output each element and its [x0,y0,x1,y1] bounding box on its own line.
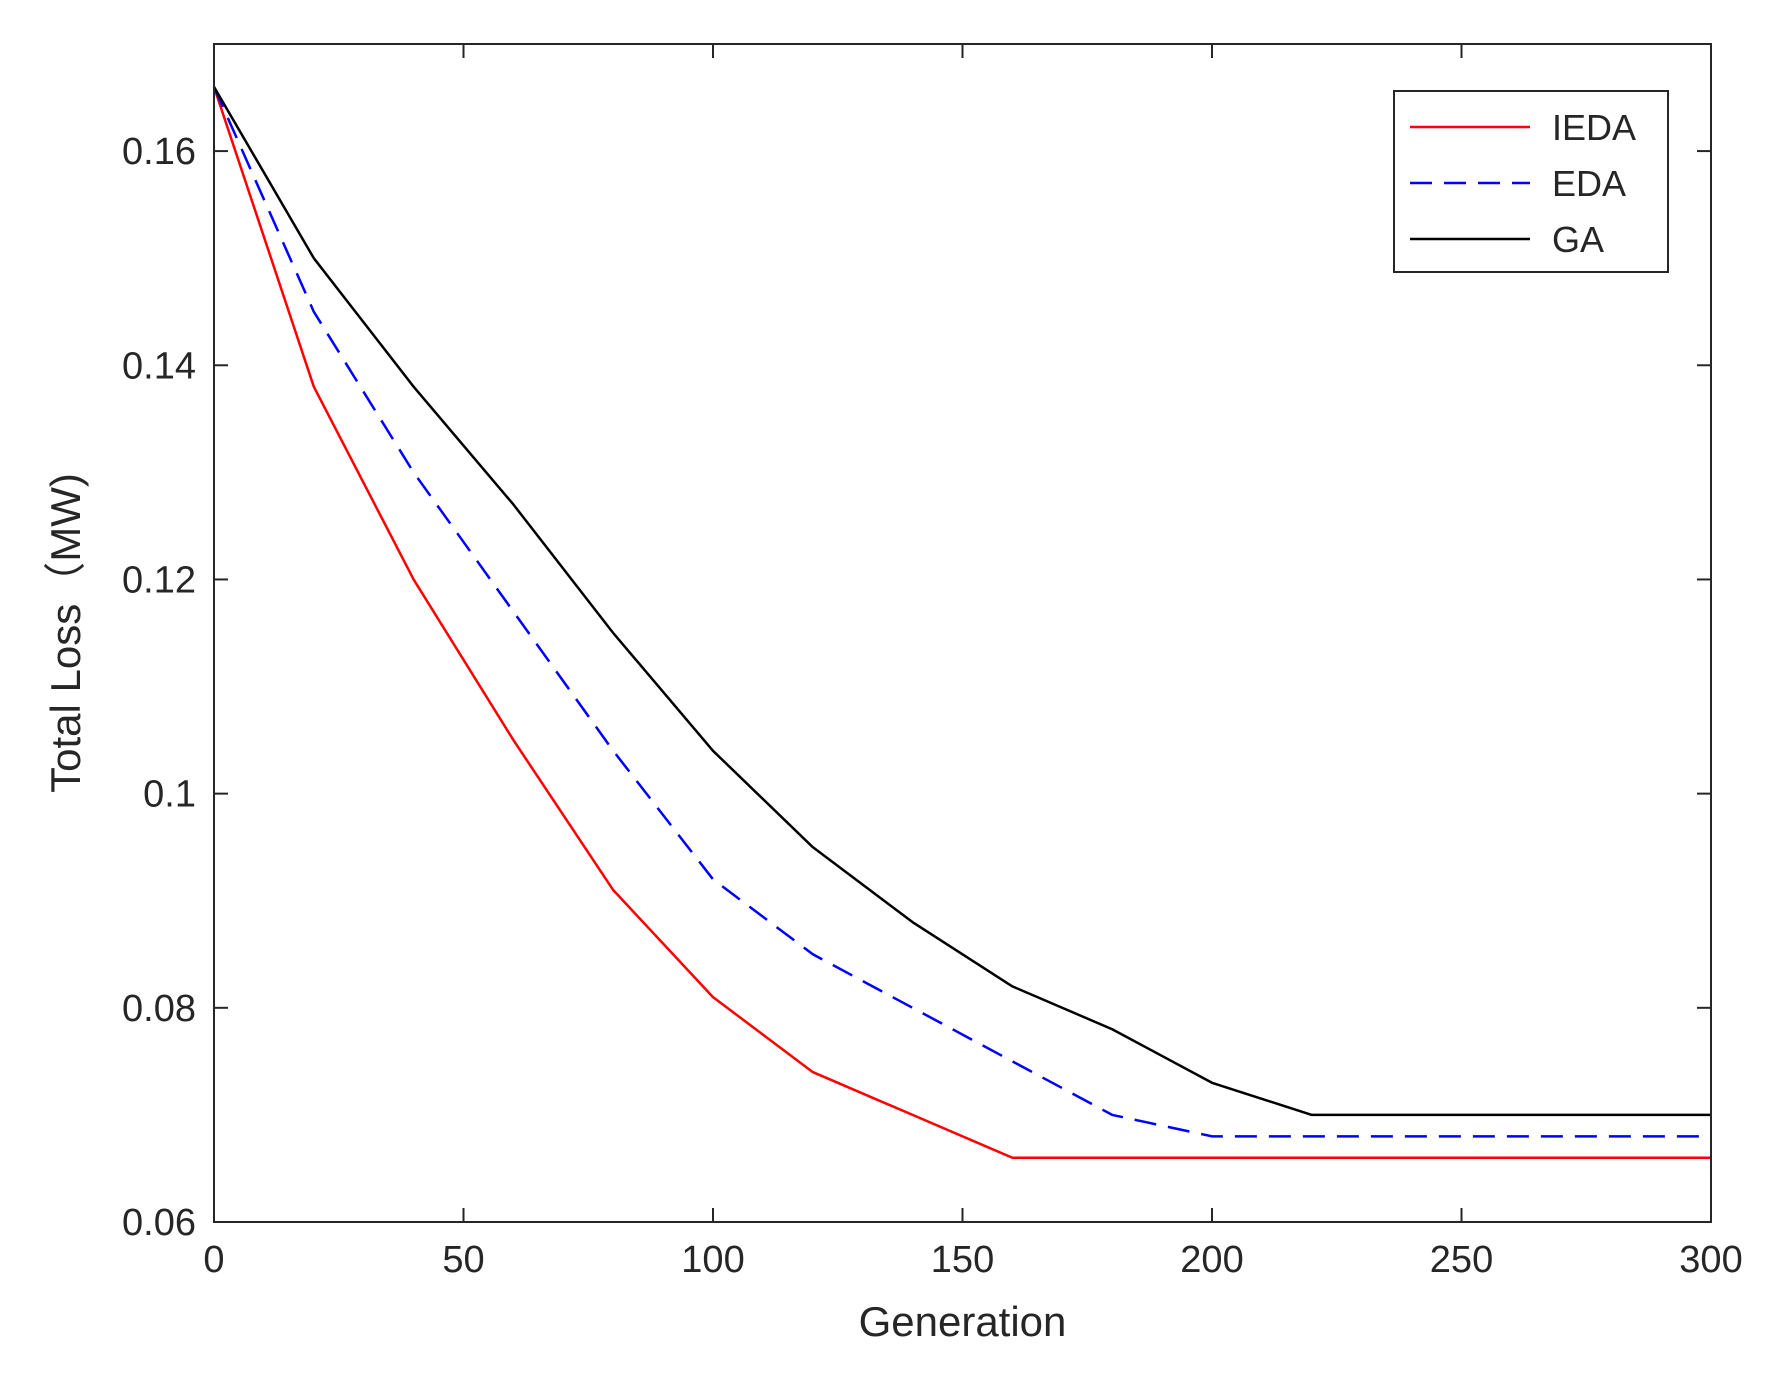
y-tick-label: 0.14 [122,345,196,387]
series-line-ieda [212,86,1711,1159]
legend: IEDA EDA GA [1393,90,1669,273]
y-axis-ticks: 0.06 0.08 0.1 0.12 0.14 0.16 [122,131,1711,1244]
x-axis-label: Generation [859,1298,1067,1345]
series-line-eda [212,86,1711,1138]
x-tick-label: 50 [442,1239,484,1281]
x-tick-label: 300 [1679,1239,1742,1281]
x-tick-label: 250 [1430,1239,1493,1281]
y-tick-label: 0.12 [122,559,196,601]
y-axis-label: Total Loss（MW) [42,473,89,793]
y-tick-label: 0.08 [122,988,196,1030]
series-line-ga [212,86,1711,1117]
legend-box [1393,90,1669,273]
plot-series [212,86,1711,1159]
x-tick-label: 0 [203,1239,224,1281]
x-tick-label: 200 [1180,1239,1243,1281]
legend-label-eda: EDA [1552,163,1626,204]
x-tick-label: 150 [931,1239,994,1281]
legend-label-ga: GA [1552,219,1604,260]
legend-label-ieda: IEDA [1552,107,1636,148]
y-tick-label: 0.1 [143,774,196,816]
y-tick-label: 0.16 [122,131,196,173]
y-tick-label: 0.06 [122,1202,196,1244]
x-tick-label: 100 [681,1239,744,1281]
x-axis-ticks: 0 50 100 150 200 250 300 [203,44,1743,1281]
